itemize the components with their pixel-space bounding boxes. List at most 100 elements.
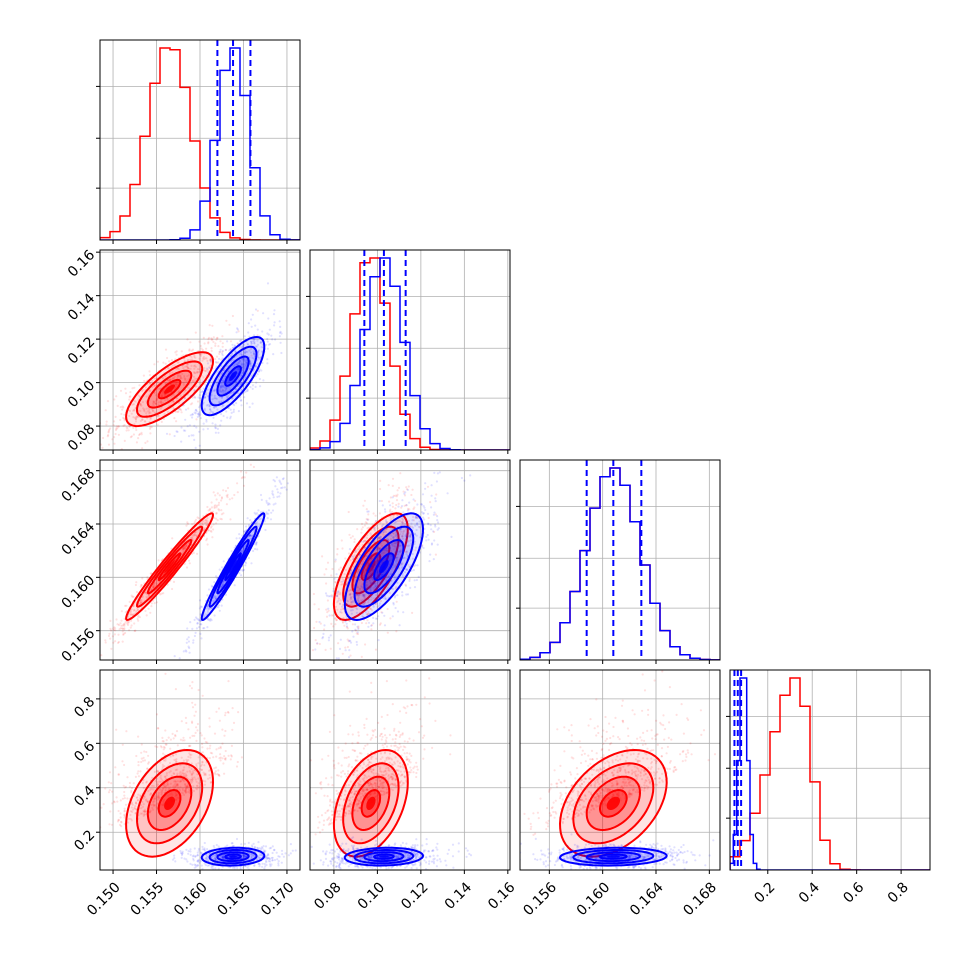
blue-sample-point [253, 337, 256, 341]
blue-sample-point [213, 406, 216, 409]
red-sample-point [206, 747, 209, 750]
red-sample-point [377, 547, 380, 550]
blue-sample-point [249, 364, 252, 367]
blue-contour [343, 512, 425, 622]
blue-sample-point [221, 384, 224, 387]
red-sample-point [196, 371, 199, 374]
red-sample-point [193, 776, 196, 779]
blue-sample-point [214, 427, 217, 430]
red-sample-point [117, 623, 121, 627]
red-sample-point [256, 309, 259, 312]
blue-sample-point [348, 649, 351, 652]
red-contour [125, 351, 215, 428]
red-sample-point [363, 524, 366, 527]
red-sample-point [357, 568, 360, 571]
panel-2d-2-1 [310, 460, 510, 660]
red-sample-point [191, 402, 194, 405]
red-sample-point [182, 792, 185, 795]
red-sample-point [190, 720, 194, 723]
blue-sample-point [325, 594, 328, 597]
red-sample-point [139, 601, 142, 605]
blue-sample-point [344, 619, 348, 622]
blue-sample-point [434, 523, 437, 527]
red-sample-point [193, 734, 196, 738]
blue-sample-point [244, 390, 247, 393]
blue-sample-point [382, 531, 385, 534]
blue-sample-point [258, 518, 261, 521]
red-sample-point [217, 773, 220, 776]
red-sample-point [360, 621, 363, 625]
red-sample-point [217, 501, 221, 504]
red-sample-point [403, 504, 406, 507]
red-sample-point [141, 577, 144, 580]
red-sample-point [135, 610, 138, 613]
blue-sample-point [361, 615, 364, 618]
blue-sample-point [360, 591, 363, 594]
red-sample-point [336, 594, 339, 598]
red-sample-point [201, 751, 204, 754]
blue-sample-point [241, 363, 244, 366]
blue-sample-point [369, 588, 372, 591]
blue-sample-point [254, 547, 257, 551]
red-sample-point [202, 336, 205, 339]
blue-sample-point [357, 568, 360, 571]
blue-sample-point [250, 521, 253, 524]
blue-sample-point [224, 388, 227, 392]
red-sample-point [154, 402, 157, 405]
blue-sample-point [250, 562, 253, 565]
red-sample-point [137, 793, 140, 796]
blue-sample-point [243, 396, 246, 399]
red-sample-point [176, 397, 179, 400]
red-sample-point [370, 577, 373, 580]
red-sample-point [197, 782, 200, 785]
blue-sample-point [198, 626, 201, 629]
red-sample-point [387, 484, 390, 487]
red-sample-point [175, 758, 178, 761]
blue-sample-point [379, 547, 382, 550]
red-sample-point [166, 410, 169, 413]
red-sample-point [217, 769, 220, 772]
red-sample-point [210, 338, 213, 341]
red-sample-point [191, 537, 194, 540]
red-sample-point [205, 520, 208, 523]
blue-sample-point [209, 617, 212, 621]
red-sample-point [121, 640, 124, 643]
red-sample-point [183, 377, 186, 380]
red-sample-point [170, 359, 173, 362]
blue-sample-point [405, 533, 408, 536]
red-sample-point [365, 622, 368, 625]
red-sample-point [379, 487, 382, 491]
blue-sample-point [389, 573, 392, 576]
red-sample-point [205, 537, 209, 540]
red-sample-point [216, 492, 219, 495]
blue-sample-point [187, 640, 190, 643]
red-sample-point [352, 565, 355, 568]
blue-sample-point [220, 419, 223, 422]
red-sample-point [144, 590, 147, 594]
blue-sample-point [180, 426, 183, 429]
red-sample-point [142, 797, 145, 800]
red-sample-point [346, 638, 349, 641]
red-sample-point [195, 787, 198, 790]
red-sample-point [239, 470, 243, 473]
blue-sample-point [401, 566, 404, 569]
red-sample-point [143, 808, 146, 811]
blue-sample-point [222, 389, 225, 392]
blue-sample-point [402, 511, 405, 514]
red-sample-point [153, 795, 156, 798]
red-sample-point [231, 728, 234, 731]
red-sample-point [116, 820, 120, 823]
red-sample-point [214, 766, 218, 769]
red-sample-point [175, 783, 178, 786]
blue-sample-point [434, 497, 437, 500]
red-sample-point [399, 550, 402, 554]
red-sample-point [149, 432, 152, 435]
red-sample-point [176, 784, 179, 787]
blue-sample-point [187, 636, 190, 639]
blue-sample-point [398, 528, 402, 531]
red-sample-point [156, 783, 159, 786]
blue-sample-point [377, 576, 380, 579]
red-sample-point [206, 368, 209, 371]
red-sample-point [375, 594, 378, 597]
red-sample-point [171, 587, 174, 591]
